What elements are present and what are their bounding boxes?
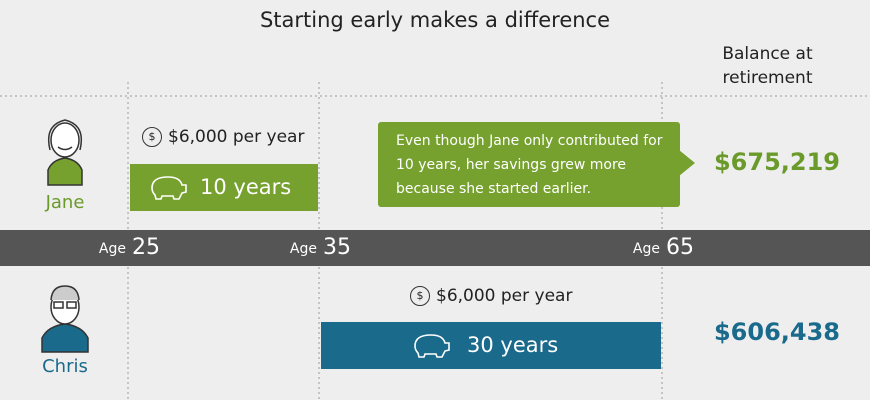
duration: 10 years (200, 175, 292, 199)
callout: Even though Jane only contributed for 10… (378, 122, 680, 207)
age-marker: 35 (323, 230, 351, 266)
age-marker: Age (290, 230, 323, 266)
age-band (0, 230, 870, 266)
balance: $606,438 (713, 318, 840, 346)
title: Starting early makes a difference (259, 8, 611, 32)
person-name: Jane (45, 192, 85, 213)
age-label: Age (98, 241, 126, 257)
contribution-text: $6,000 per year (168, 127, 305, 147)
age-marker: Age (99, 230, 132, 266)
duration-bar: 10 years (130, 164, 318, 211)
piggy-icon (414, 334, 450, 358)
age-marker: 65 (666, 230, 694, 266)
age-label: Age (632, 241, 660, 257)
contribution: $ $6,000 per year (410, 286, 572, 306)
callout-arrow (679, 150, 695, 176)
contribution-text: $6,000 per year (436, 286, 573, 306)
age-value: 35 (323, 235, 351, 260)
age-value: 25 (132, 235, 160, 260)
person-name: Chris (42, 356, 88, 377)
chris-avatar (41, 285, 89, 353)
age-marker: 25 (132, 230, 160, 266)
age-marker: Age (633, 230, 666, 266)
duration: 30 years (467, 333, 559, 357)
contribution: $ $6,000 per year (142, 127, 304, 147)
age-label: Age (289, 241, 317, 257)
balance: $675,219 (713, 148, 840, 176)
age-value: 65 (666, 235, 694, 260)
duration-bar: 30 years (321, 322, 661, 369)
piggy-icon (151, 176, 187, 200)
jane-avatar (47, 119, 83, 186)
balance-header: Balance at retirement (722, 44, 813, 88)
